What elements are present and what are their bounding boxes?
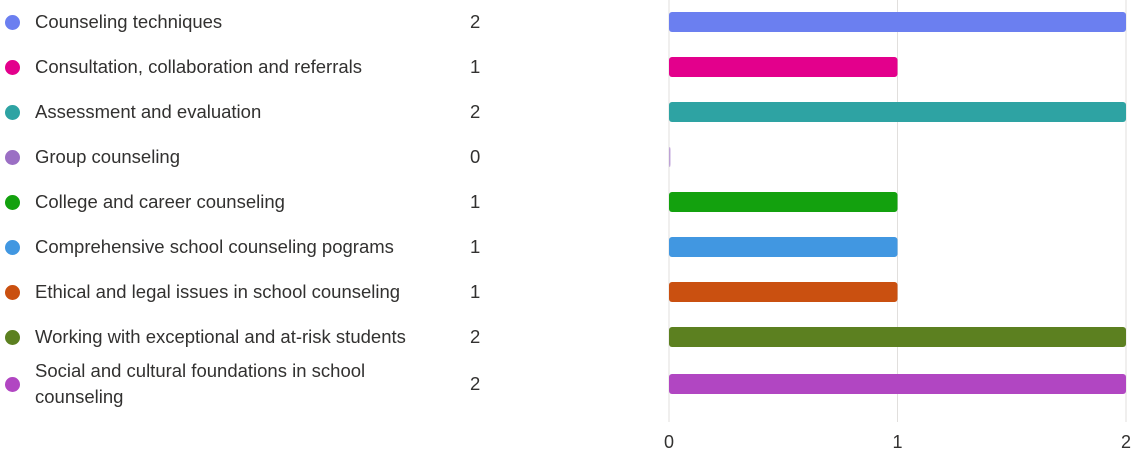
legend-label: Comprehensive school counseling pograms — [35, 236, 394, 257]
legend-count: 1 — [470, 56, 481, 77]
bar — [669, 57, 898, 77]
legend-label: Counseling techniques — [35, 11, 223, 32]
bar — [669, 102, 1126, 122]
legend-color-dot — [5, 60, 20, 75]
legend-color-dot — [5, 195, 20, 210]
legend-count: 1 — [470, 281, 481, 302]
legend-count: 0 — [470, 146, 481, 167]
legend-color-dot — [5, 330, 20, 345]
legend-color-dot — [5, 150, 20, 165]
bar — [669, 147, 671, 167]
legend-label: College and career counseling — [35, 191, 285, 212]
legend-label: Working with exceptional and at-risk stu… — [35, 326, 406, 347]
bar — [669, 282, 898, 302]
legend-count: 1 — [470, 191, 481, 212]
legend-color-dot — [5, 285, 20, 300]
legend-count: 2 — [470, 101, 481, 122]
legend-count: 2 — [470, 326, 481, 347]
legend-color-dot — [5, 15, 20, 30]
legend-count: 1 — [470, 236, 481, 257]
bar — [669, 374, 1126, 394]
legend-color-dot — [5, 105, 20, 120]
legend-label: Assessment and evaluation — [35, 101, 262, 122]
legend-label: Consultation, collaboration and referral… — [35, 56, 363, 77]
bar — [669, 327, 1126, 347]
x-tick-label: 2 — [1121, 432, 1131, 452]
x-tick-label: 0 — [664, 432, 674, 452]
legend-label: Group counseling — [35, 146, 181, 167]
chart-legend: Counseling techniques 2 Consultation, coll… — [0, 0, 520, 452]
bar — [669, 12, 1126, 32]
bar — [669, 192, 898, 212]
legend-color-dot — [5, 240, 20, 255]
legend-count: 2 — [470, 11, 481, 32]
bar — [669, 237, 898, 257]
legend-color-dot — [5, 377, 20, 392]
legend-label: Ethical and legal issues in school couns… — [35, 281, 401, 302]
legend-count: 2 — [470, 373, 481, 394]
legend-label: Social and cultural foundations in schoo… — [35, 360, 366, 407]
x-tick-label: 1 — [892, 432, 902, 452]
